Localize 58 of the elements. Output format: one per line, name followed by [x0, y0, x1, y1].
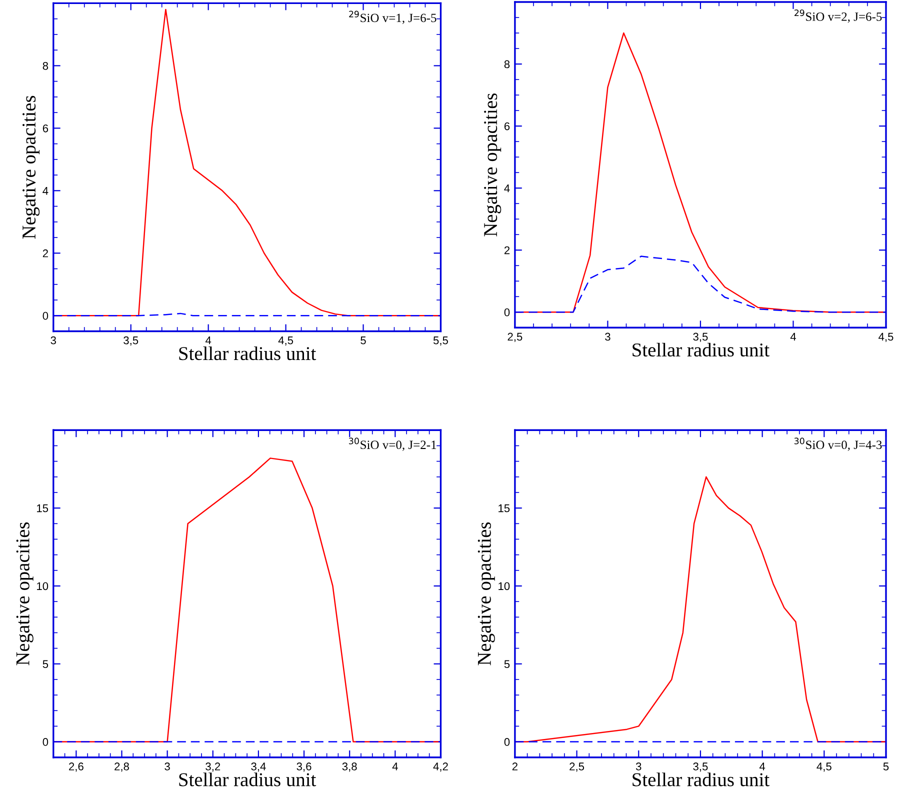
- annotation: $^{29}$SiO v=2, J=6-5: [794, 9, 882, 23]
- x-tick-label: 4: [205, 336, 212, 344]
- y-tick-label: 2: [504, 246, 510, 254]
- y-axis-title: Negative opacities: [478, 522, 495, 666]
- y-tick-label: 4: [42, 187, 48, 195]
- x-tick-label: 2,8: [114, 762, 129, 772]
- y-tick-label: 8: [504, 60, 510, 68]
- x-tick-label: 4,5: [278, 336, 294, 346]
- x-tick-label: 4: [790, 332, 796, 341]
- x-tick-label: 4,5: [878, 332, 894, 342]
- x-tick-label: 5: [883, 762, 889, 770]
- y-tick-label: 0: [504, 738, 510, 746]
- x-tick-label: 3,6: [296, 762, 312, 772]
- y-tick-label: 0: [42, 738, 48, 746]
- y-tick-label: 6: [42, 124, 48, 132]
- x-axis-title: Stellar radius unit: [632, 772, 770, 786]
- x-tick-label: 4: [392, 762, 398, 770]
- x-tick-label: 3: [636, 762, 642, 770]
- annotation: $^{30}$SiO v=0, J=2-1: [349, 438, 436, 451]
- x-axis-title: Stellar radius unit: [632, 342, 770, 357]
- y-tick-label: 6: [504, 122, 510, 130]
- y-tick-label: 10: [498, 582, 510, 590]
- y-axis-title: Negative opacities: [484, 93, 502, 236]
- x-tick-label: 2: [512, 762, 518, 770]
- y-tick-label: 0: [42, 312, 48, 320]
- y-tick-label: 0: [504, 308, 510, 316]
- x-tick-label: 4,5: [816, 762, 832, 772]
- x-axis-title: Stellar radius unit: [179, 772, 316, 786]
- x-tick-label: 5: [360, 336, 366, 344]
- x-tick-label: 3,4: [251, 762, 266, 772]
- y-tick-label: 2: [42, 249, 48, 258]
- x-tick-label: 3: [164, 762, 170, 770]
- x-tick-label: 5,5: [433, 336, 448, 346]
- x-tick-label: 2,6: [69, 762, 84, 772]
- line-series: [514, 256, 886, 313]
- x-axis-title: Stellar radius unit: [179, 346, 316, 360]
- y-tick-label: 4: [504, 184, 510, 192]
- y-tick-label: 15: [37, 504, 48, 512]
- y-tick-label: 8: [42, 62, 48, 70]
- annotation: $^{29}$SiO v=1, J=6-5: [349, 10, 436, 24]
- y-tick-label: 15: [498, 504, 510, 512]
- x-tick-label: 3,8: [342, 762, 357, 772]
- x-tick-label: 3,2: [206, 762, 220, 772]
- x-tick-label: 3,5: [124, 336, 138, 346]
- x-tick-label: 4,2: [433, 762, 448, 772]
- y-axis-title: Negative opacities: [16, 522, 34, 666]
- x-tick-label: 2,5: [508, 332, 522, 342]
- y-tick-label: 10: [37, 582, 48, 590]
- x-tick-label: 3,5: [693, 762, 708, 772]
- y-tick-label: 5: [42, 660, 48, 668]
- x-tick-label: 4: [759, 762, 766, 770]
- y-axis-title: Negative opacities: [22, 96, 40, 239]
- x-tick-label: 3: [50, 336, 56, 344]
- x-tick-label: 3,5: [693, 332, 708, 342]
- x-tick-label: 2,5: [570, 762, 584, 772]
- y-tick-label: 5: [504, 660, 510, 668]
- x-tick-label: 3: [605, 332, 610, 341]
- annotation: $^{30}$SiO v=0, J=4-3: [794, 438, 882, 451]
